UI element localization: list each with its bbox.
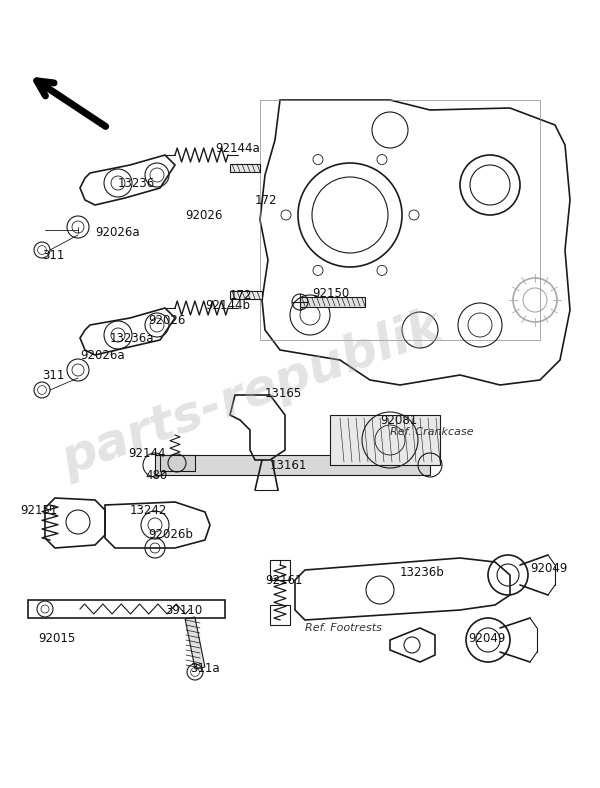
Text: 92144: 92144 xyxy=(128,447,166,459)
Text: 13236a: 13236a xyxy=(110,332,155,344)
Text: 92026b: 92026b xyxy=(148,529,193,541)
Text: 92026a: 92026a xyxy=(80,348,125,362)
Text: 92049: 92049 xyxy=(530,562,568,574)
Polygon shape xyxy=(300,297,365,307)
Text: 92161: 92161 xyxy=(265,574,302,586)
Polygon shape xyxy=(330,415,440,465)
Text: 92150: 92150 xyxy=(312,287,349,299)
Text: 311a: 311a xyxy=(190,661,220,675)
Polygon shape xyxy=(230,164,260,172)
Text: 311: 311 xyxy=(42,248,64,262)
Text: 480: 480 xyxy=(145,469,167,481)
Text: parts-republik: parts-republik xyxy=(55,303,449,485)
Text: 13236b: 13236b xyxy=(400,566,445,578)
Text: 13165: 13165 xyxy=(265,386,302,400)
Text: 92151: 92151 xyxy=(20,504,58,516)
Text: 92049: 92049 xyxy=(468,631,505,645)
Text: 13242: 13242 xyxy=(130,504,167,516)
Polygon shape xyxy=(230,291,262,299)
Text: 92081: 92081 xyxy=(380,414,417,426)
Text: 13236: 13236 xyxy=(118,177,155,189)
Text: 172: 172 xyxy=(255,194,277,206)
Text: 92015: 92015 xyxy=(38,631,75,645)
Text: 92144b: 92144b xyxy=(205,299,250,311)
Text: 311: 311 xyxy=(42,369,64,381)
Text: 39110: 39110 xyxy=(165,604,202,616)
Text: Ref. Crankcase: Ref. Crankcase xyxy=(390,427,473,437)
Text: Ref. Footrests: Ref. Footrests xyxy=(305,623,382,633)
Polygon shape xyxy=(160,455,195,471)
Text: 92026: 92026 xyxy=(185,209,223,221)
Text: 92144a: 92144a xyxy=(215,142,260,154)
Text: 92026: 92026 xyxy=(148,314,185,326)
Polygon shape xyxy=(155,455,430,475)
Text: 172: 172 xyxy=(230,288,253,302)
Text: 13161: 13161 xyxy=(270,459,307,471)
Polygon shape xyxy=(185,617,205,669)
Text: 92026a: 92026a xyxy=(95,225,140,239)
